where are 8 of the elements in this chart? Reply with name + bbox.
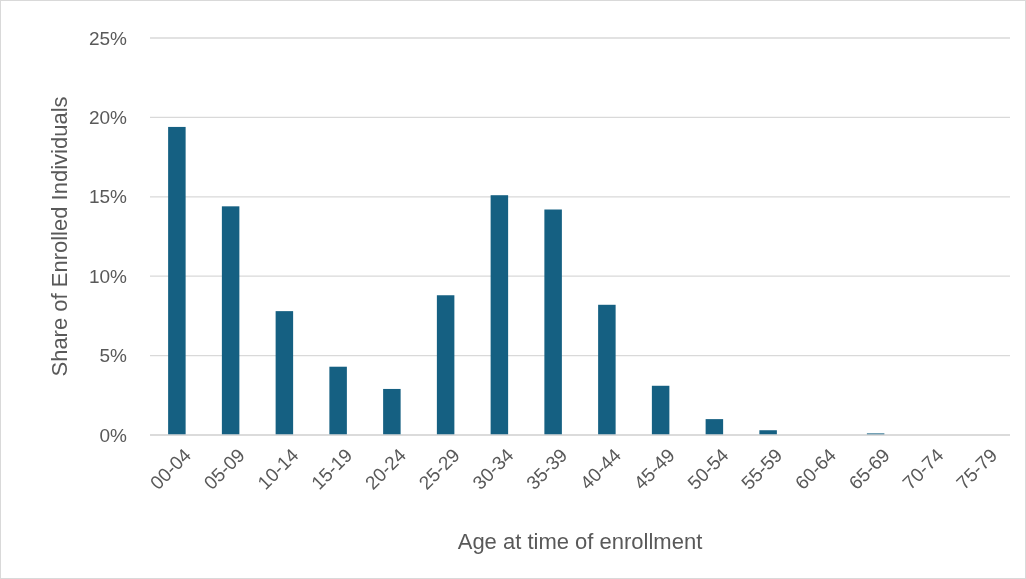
x-axis-title: Age at time of enrollment <box>457 529 703 554</box>
y-tick-label: 20% <box>88 107 128 129</box>
y-tick-label: 25% <box>88 27 128 49</box>
y-axis-title: Share of Enrolled Individuals <box>47 96 72 377</box>
y-tick-label: 5% <box>99 345 128 367</box>
y-tick-label: 0% <box>99 424 128 446</box>
y-tick-label: 10% <box>88 265 128 287</box>
y-tick-label: 15% <box>88 186 128 208</box>
